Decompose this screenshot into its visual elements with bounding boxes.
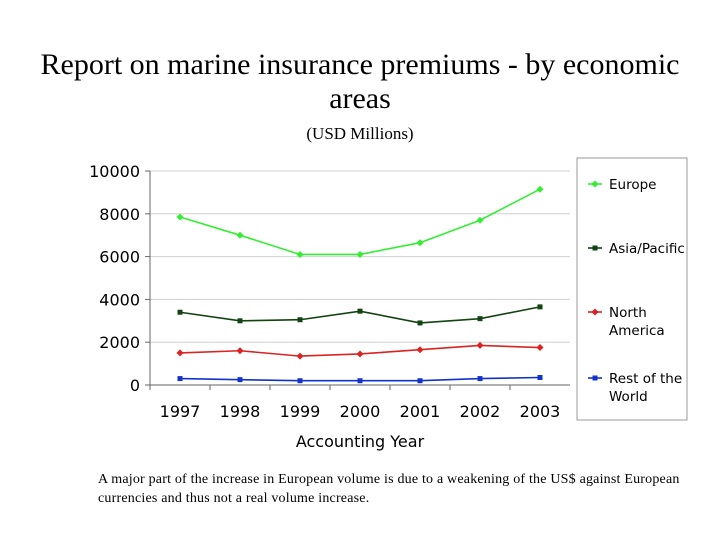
data-point-north-america (356, 350, 364, 358)
data-point-asia-pacific (177, 309, 183, 315)
data-point-north-america (296, 352, 304, 360)
x-tick-label: 2000 (340, 402, 381, 421)
data-point-rest-of-the-world (237, 377, 243, 383)
data-point-europe (356, 250, 364, 258)
data-point-asia-pacific (297, 317, 303, 323)
x-axis-label: Accounting Year (296, 432, 425, 451)
legend-label: Europe (609, 177, 656, 193)
y-tick-label: 0 (130, 376, 140, 395)
data-point-asia-pacific (417, 320, 423, 326)
legend-label: Rest of the World (609, 371, 682, 405)
plot-area (150, 160, 570, 386)
data-point-europe (416, 239, 424, 247)
legend-marker (592, 245, 598, 251)
footnote: A major part of the increase in European… (98, 472, 680, 506)
legend-entry-north-america: North America (588, 305, 665, 339)
x-tick-label: 1998 (220, 402, 261, 421)
legend-label-line: North (609, 305, 647, 321)
data-point-asia-pacific (237, 318, 243, 324)
legend-marker (592, 375, 598, 381)
data-point-rest-of-the-world (537, 375, 543, 381)
chart-subtitle: (USD Millions) (306, 124, 414, 143)
legend-entry-rest-of-the-world: Rest of the World (588, 371, 682, 405)
data-point-rest-of-the-world (297, 378, 303, 384)
data-point-asia-pacific (357, 308, 363, 314)
data-point-rest-of-the-world (357, 378, 363, 384)
data-point-north-america (476, 341, 484, 349)
data-point-europe (536, 185, 544, 193)
legend-marker (591, 180, 599, 188)
x-tick-label: 2002 (460, 402, 501, 421)
data-point-north-america (536, 344, 544, 352)
y-tick-label: 2000 (99, 333, 140, 352)
x-tick-label: 1997 (160, 402, 201, 421)
data-point-europe (476, 216, 484, 224)
chart-title: Report on marine insurance premiums - by… (40, 48, 680, 115)
data-point-north-america (236, 347, 244, 355)
legend-marker (591, 308, 599, 316)
y-tick-label: 4000 (99, 290, 140, 309)
data-point-north-america (176, 349, 184, 357)
data-point-asia-pacific (477, 316, 483, 322)
data-point-rest-of-the-world (417, 378, 423, 384)
y-tick-label: 6000 (99, 248, 140, 267)
legend-label-line: World (609, 389, 648, 405)
line-chart: 0 2000 4000 6000 8000 10000 1997 1998 1999 2000 2… (89, 157, 688, 451)
x-tick-label: 1999 (280, 402, 321, 421)
data-point-europe (296, 250, 304, 258)
data-point-asia-pacific (537, 304, 543, 310)
data-point-europe (236, 231, 244, 239)
legend: Europe Asia/Pacific North America Rest of th… (576, 157, 688, 421)
data-point-rest-of-the-world (177, 376, 183, 382)
legend-entry-asia-pacific: Asia/Pacific (588, 241, 685, 257)
legend-label-line: Rest of the (609, 371, 682, 387)
legend-label: Asia/Pacific (609, 241, 685, 257)
legend-entry-europe: Europe (588, 177, 656, 193)
data-point-europe (176, 213, 184, 221)
x-tick-label: 2003 (520, 402, 561, 421)
data-point-rest-of-the-world (477, 376, 483, 382)
y-tick-label: 10000 (89, 162, 140, 181)
y-tick-label: 8000 (99, 205, 140, 224)
legend-label: North America (609, 305, 665, 339)
legend-label-line: America (609, 323, 665, 339)
x-tick-label: 2001 (400, 402, 441, 421)
data-point-north-america (416, 346, 424, 354)
